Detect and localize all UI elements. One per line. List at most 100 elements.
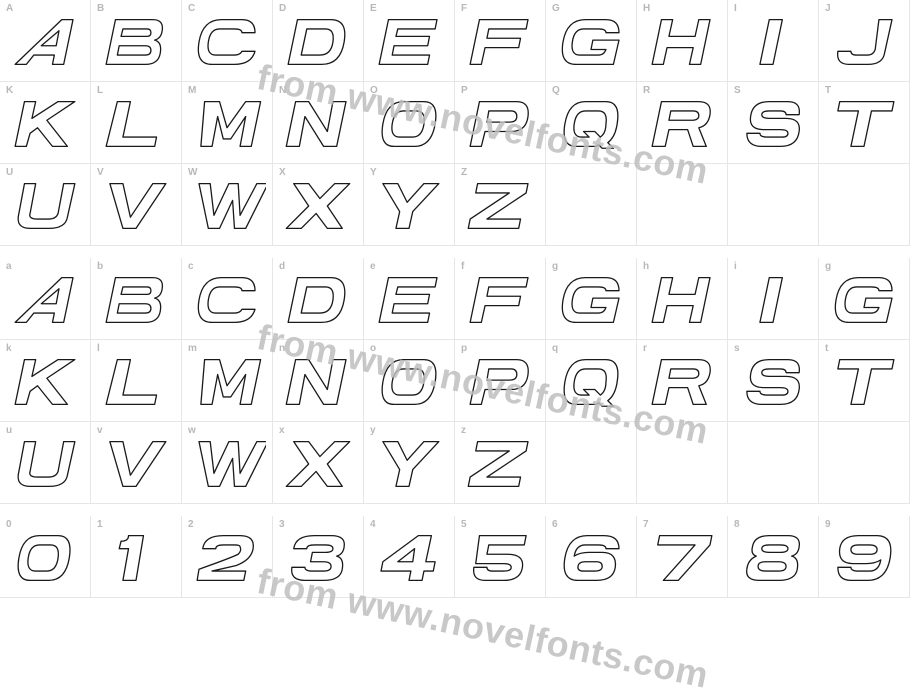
glyph-cell[interactable]: a (0, 258, 91, 340)
glyph-cell[interactable]: g (819, 258, 910, 340)
glyph-cell[interactable]: x (273, 422, 364, 504)
glyph-B (91, 272, 181, 333)
glyph-S (728, 354, 818, 415)
glyph-cell[interactable] (819, 164, 910, 246)
glyph-cell[interactable]: T (819, 82, 910, 164)
glyph-key-label: 6 (552, 519, 558, 530)
glyph-key-label: I (734, 3, 737, 14)
glyph-cell[interactable]: J (819, 0, 910, 82)
glyph-cell[interactable] (546, 164, 637, 246)
glyph-L (91, 96, 181, 157)
glyph-cell[interactable]: K (0, 82, 91, 164)
glyph-U (0, 436, 90, 497)
glyph-cell[interactable]: n (273, 340, 364, 422)
glyph-cell[interactable]: W (182, 164, 273, 246)
glyph-cell[interactable]: u (0, 422, 91, 504)
glyph-cell[interactable]: w (182, 422, 273, 504)
glyph-cell[interactable] (546, 422, 637, 504)
glyph-5 (455, 530, 545, 591)
glyph-cell[interactable]: l (91, 340, 182, 422)
glyph-cell[interactable]: G (546, 0, 637, 82)
glyph-cell[interactable]: U (0, 164, 91, 246)
glyph-cell[interactable] (728, 422, 819, 504)
glyph-cell[interactable]: e (364, 258, 455, 340)
glyph-key-label: H (643, 3, 650, 14)
glyph-cell[interactable]: z (455, 422, 546, 504)
glyph-cell[interactable]: R (637, 82, 728, 164)
glyph-key-label: G (552, 3, 560, 14)
glyph-cell[interactable]: 1 (91, 516, 182, 598)
glyph-cell[interactable]: A (0, 0, 91, 82)
glyph-cell[interactable]: 8 (728, 516, 819, 598)
glyph-cell[interactable]: s (728, 340, 819, 422)
glyph-cell[interactable]: v (91, 422, 182, 504)
glyph-cell[interactable]: r (637, 340, 728, 422)
glyph-cell[interactable]: d (273, 258, 364, 340)
glyph-cell[interactable]: i (728, 258, 819, 340)
glyph-cell[interactable]: Z (455, 164, 546, 246)
glyph-cell[interactable]: t (819, 340, 910, 422)
glyph-H (637, 272, 727, 333)
glyph-cell[interactable]: V (91, 164, 182, 246)
glyph-cell[interactable]: 3 (273, 516, 364, 598)
glyph-cell[interactable]: g (546, 258, 637, 340)
glyph-cell[interactable]: O (364, 82, 455, 164)
glyph-cell[interactable]: L (91, 82, 182, 164)
glyph-key-label: g (552, 261, 558, 272)
glyph-7 (637, 530, 727, 591)
glyph-key-label: p (461, 343, 467, 354)
glyph-cell[interactable]: M (182, 82, 273, 164)
glyph-key-label: J (825, 3, 831, 14)
glyph-key-label: K (6, 85, 13, 96)
glyph-key-label: l (97, 343, 100, 354)
glyph-cell[interactable]: 0 (0, 516, 91, 598)
glyph-cell[interactable]: Q (546, 82, 637, 164)
glyph-cell[interactable]: 5 (455, 516, 546, 598)
glyph-key-label: x (279, 425, 285, 436)
glyph-cell[interactable] (728, 164, 819, 246)
glyph-cell[interactable] (637, 422, 728, 504)
glyph-cell[interactable]: C (182, 0, 273, 82)
glyph-cell[interactable]: p (455, 340, 546, 422)
glyph-key-label: v (97, 425, 103, 436)
glyph-cell[interactable]: 9 (819, 516, 910, 598)
glyph-cell[interactable]: h (637, 258, 728, 340)
glyph-cell[interactable] (637, 164, 728, 246)
glyph-key-label: O (370, 85, 378, 96)
glyph-1 (91, 530, 181, 591)
glyph-G (546, 272, 636, 333)
glyph-cell[interactable]: H (637, 0, 728, 82)
glyph-cell[interactable]: y (364, 422, 455, 504)
glyph-cell[interactable]: P (455, 82, 546, 164)
glyph-V (91, 436, 181, 497)
glyph-cell[interactable] (819, 422, 910, 504)
glyph-cell[interactable]: N (273, 82, 364, 164)
glyph-cell[interactable]: F (455, 0, 546, 82)
glyph-key-label: S (734, 85, 741, 96)
glyph-cell[interactable]: 2 (182, 516, 273, 598)
glyph-cell[interactable]: S (728, 82, 819, 164)
spacer-cell (728, 246, 819, 258)
glyph-cell[interactable]: 4 (364, 516, 455, 598)
glyph-cell[interactable]: Y (364, 164, 455, 246)
glyph-cell[interactable]: o (364, 340, 455, 422)
glyph-cell[interactable]: m (182, 340, 273, 422)
glyph-cell[interactable]: k (0, 340, 91, 422)
glyph-key-label: D (279, 3, 286, 14)
spacer-cell (546, 246, 637, 258)
glyph-cell[interactable]: b (91, 258, 182, 340)
glyph-cell[interactable]: f (455, 258, 546, 340)
glyph-cell[interactable]: q (546, 340, 637, 422)
glyph-Y (364, 436, 454, 497)
glyph-cell[interactable]: D (273, 0, 364, 82)
glyph-cell[interactable]: I (728, 0, 819, 82)
glyph-cell[interactable]: B (91, 0, 182, 82)
glyph-K (0, 354, 90, 415)
glyph-key-label: b (97, 261, 103, 272)
glyph-cell[interactable]: 7 (637, 516, 728, 598)
glyph-cell[interactable]: X (273, 164, 364, 246)
glyph-cell[interactable]: E (364, 0, 455, 82)
spacer-cell (0, 246, 91, 258)
glyph-cell[interactable]: c (182, 258, 273, 340)
glyph-cell[interactable]: 6 (546, 516, 637, 598)
